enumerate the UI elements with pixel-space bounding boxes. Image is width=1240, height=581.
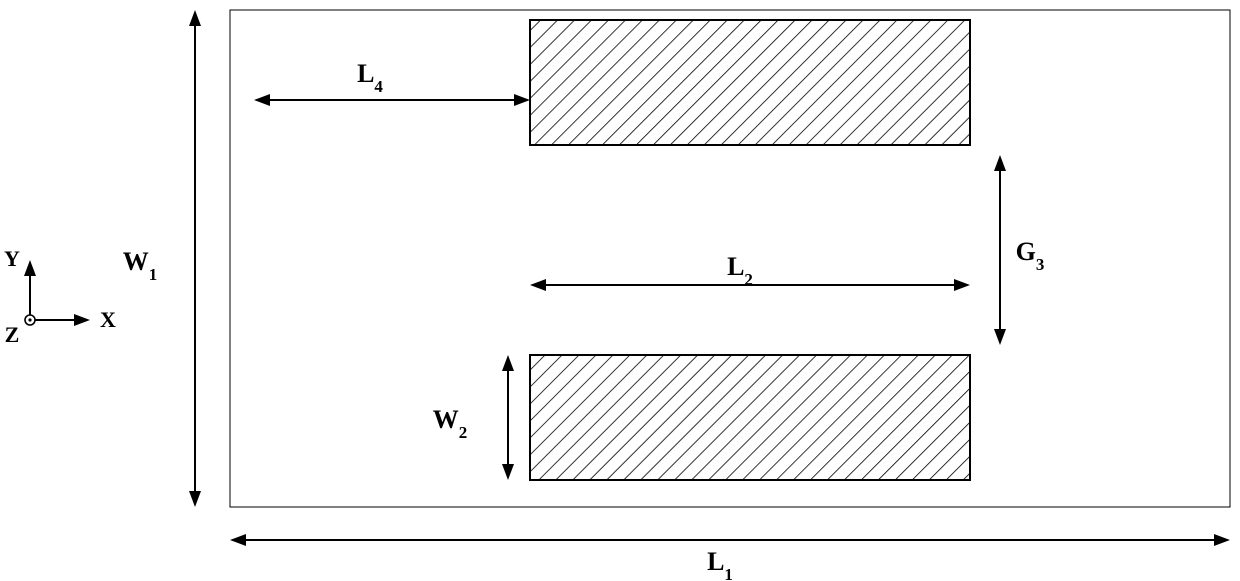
svg-text:X: X: [100, 307, 116, 332]
svg-text:Z: Z: [5, 322, 20, 347]
svg-text:Y: Y: [4, 246, 20, 271]
